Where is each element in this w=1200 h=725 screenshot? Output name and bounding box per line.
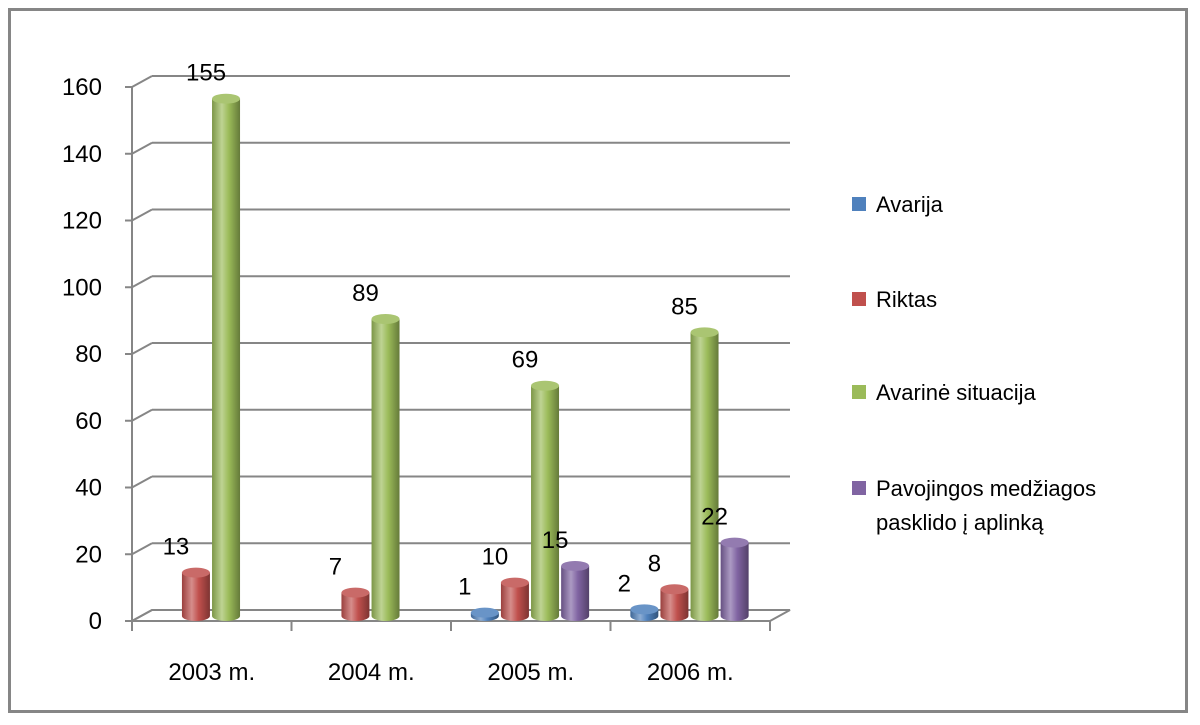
bar-avarinė — [212, 93, 241, 621]
bar-top — [212, 93, 241, 104]
legend-label: Pavojingos medžiagos pasklido į aplinką — [876, 476, 1096, 535]
bar-top — [660, 584, 689, 595]
legend-swatch — [852, 385, 866, 399]
x-tick-label: 2005 m. — [487, 659, 574, 686]
gridline-depth — [131, 342, 153, 355]
y-tick-label: 100 — [62, 274, 102, 301]
bar-body — [531, 385, 560, 621]
y-tick-label: 160 — [62, 74, 102, 101]
y-tick-label: 140 — [62, 141, 102, 168]
y-tick-label: 80 — [75, 341, 102, 368]
bar-body — [341, 592, 370, 621]
bar-top — [341, 587, 370, 598]
legend-label: Avarija — [876, 192, 944, 217]
legend-swatch — [852, 292, 866, 306]
gridline-depth — [131, 208, 153, 222]
bar-top — [181, 567, 210, 578]
bar-avarija — [630, 604, 659, 621]
data-label: 85 — [671, 293, 698, 320]
bar-riktas — [181, 567, 210, 621]
gridline-depth — [131, 141, 153, 155]
bar-top — [531, 380, 560, 391]
gridline-depth — [131, 475, 153, 489]
bar-avarinė — [690, 327, 719, 621]
gridline-depth — [131, 275, 153, 289]
data-label: 8 — [648, 550, 661, 577]
legend-label: Riktas — [876, 287, 937, 312]
bar-pavojingos — [720, 537, 749, 621]
bar-top — [470, 607, 499, 618]
bar-riktas — [341, 587, 370, 621]
bar-pavojingos — [561, 560, 590, 621]
data-label: 7 — [329, 554, 342, 581]
gridline-depth — [131, 542, 153, 556]
bar-avarija — [470, 607, 499, 621]
bar-body — [500, 582, 529, 621]
bar-body — [690, 332, 719, 621]
bar-body — [561, 565, 590, 621]
y-tick-label: 20 — [75, 541, 102, 568]
data-label: 69 — [512, 347, 539, 374]
x-tick-label: 2004 m. — [328, 659, 415, 686]
data-label: 155 — [186, 60, 226, 87]
data-label: 1 — [458, 574, 471, 601]
legend-label: Avarinė situacija — [876, 380, 1037, 405]
y-tick-label: 0 — [89, 608, 102, 635]
data-label: 89 — [352, 280, 379, 307]
bar-top — [371, 313, 400, 324]
legend-label-line: pasklido į aplinką — [876, 510, 1044, 535]
legend-swatch — [852, 481, 866, 495]
legend-item: Pavojingos medžiagos pasklido į aplinką — [852, 476, 1096, 535]
data-label: 22 — [701, 504, 728, 531]
data-label: 10 — [482, 544, 509, 571]
data-label: 2 — [618, 570, 631, 597]
bar-riktas — [500, 577, 529, 621]
legend-label-line: Pavojingos medžiagos — [876, 476, 1096, 501]
bar-top — [500, 577, 529, 588]
bar-riktas — [660, 584, 689, 621]
bar-top — [630, 604, 659, 615]
bar-top — [690, 327, 719, 338]
gridline-depth — [131, 75, 153, 88]
bar-body — [181, 572, 210, 621]
bar-body — [720, 542, 749, 621]
y-tick-label: 40 — [75, 475, 102, 502]
bar-body — [212, 98, 241, 621]
legend-item: Riktas — [852, 287, 937, 312]
y-tick-label: 60 — [75, 408, 102, 435]
bar-avarinė — [531, 380, 560, 621]
gridline-depth — [131, 408, 153, 422]
bar-body — [660, 589, 689, 621]
x-tick-label: 2003 m. — [168, 659, 255, 686]
bar-top — [561, 560, 590, 571]
bars: 13 155 7 89 1 10 69 15 28 85 22 — [163, 60, 749, 621]
legend-swatch — [852, 197, 866, 211]
y-tick-label: 120 — [62, 208, 102, 235]
bar-avarinė — [371, 313, 400, 621]
legend-item: Avarinė situacija — [852, 380, 1037, 405]
x-tick-label: 2006 m. — [647, 659, 734, 686]
legend: Avarija Riktas Avarinė situacija Pavojingos… — [852, 192, 1096, 535]
data-label: 15 — [542, 527, 569, 554]
bar-top — [720, 537, 749, 548]
data-label: 13 — [163, 534, 190, 561]
legend-item: Avarija — [852, 192, 944, 217]
bar-body — [371, 318, 400, 621]
